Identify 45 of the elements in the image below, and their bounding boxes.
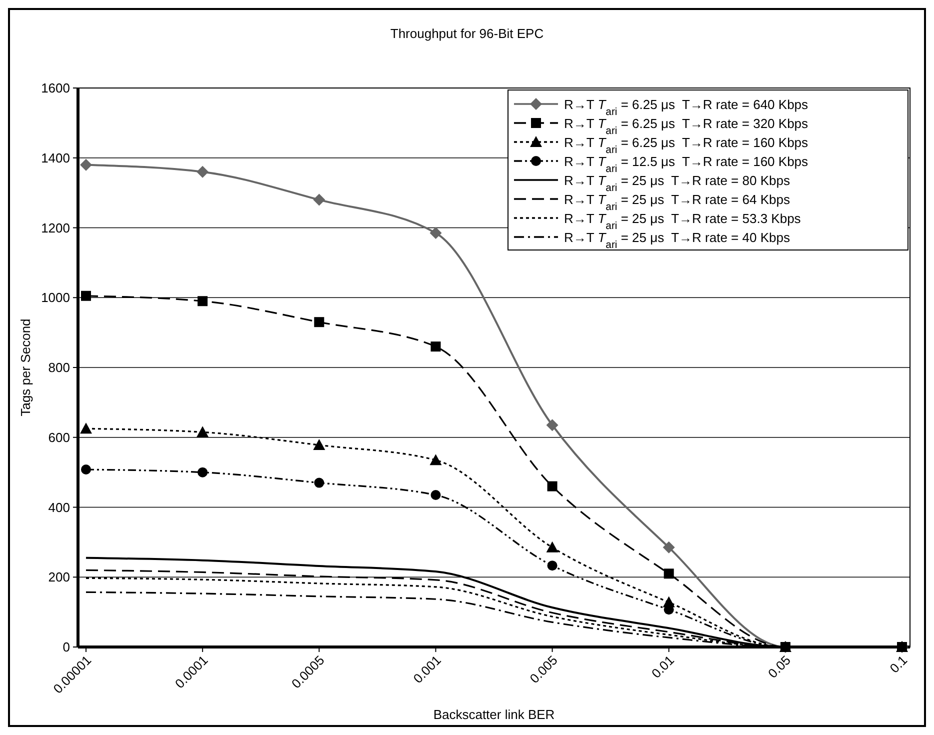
point bbox=[430, 226, 442, 239]
point bbox=[430, 454, 442, 466]
y-tick-label: 800 bbox=[48, 360, 70, 376]
x-tick-label: 0.1 bbox=[886, 652, 910, 676]
legend-label: R→T T$_{ari}$ = 6.25 μs T→R rate = 640 Kbps bbox=[564, 97, 809, 118]
legend-label: R→T T$_{ari}$ = 6.25 μs T→R rate = 320 Kbps bbox=[564, 116, 809, 136]
point bbox=[664, 568, 674, 579]
y-tick-label: 1000 bbox=[41, 290, 70, 306]
point bbox=[198, 467, 208, 478]
y-tick-label: 600 bbox=[48, 430, 70, 445]
legend-label: R→T T$_{ari}$ = 25 μs T→R rate = 40 Kbps bbox=[564, 230, 790, 250]
x-axis-title: Backscatter link BER bbox=[433, 707, 555, 722]
point bbox=[313, 194, 326, 206]
point bbox=[546, 419, 558, 432]
chart-title: Throughput for 96-Bit EPC bbox=[390, 26, 544, 41]
point bbox=[314, 478, 324, 488]
point bbox=[81, 290, 91, 301]
point bbox=[546, 541, 558, 552]
y-tick-label: 400 bbox=[48, 500, 70, 515]
legend-label: R→T T$_{ari}$ = 6.25 μs T→R rate = 160 Kbps bbox=[564, 135, 809, 156]
point bbox=[547, 481, 558, 492]
x-tick-label: 0.01 bbox=[648, 652, 677, 682]
point bbox=[547, 560, 558, 571]
legend-label: R→T T$_{ari}$ = 25 μs T→R rate = 53.3 Kbps bbox=[564, 211, 802, 232]
y-tick-label: 1600 bbox=[41, 80, 70, 96]
legend-label: R→T T$_{ari}$ = 12.5 μs T→R rate = 160 Kbps bbox=[564, 154, 809, 174]
y-tick-label: 200 bbox=[48, 570, 70, 585]
point bbox=[80, 422, 92, 434]
y-tick-label: 1200 bbox=[41, 220, 70, 236]
x-tick-label: 0.05 bbox=[765, 652, 794, 682]
point bbox=[313, 439, 326, 450]
point bbox=[314, 317, 324, 328]
y-tick-label: 0 bbox=[62, 640, 70, 655]
point bbox=[198, 296, 208, 306]
y-tick-label: 1400 bbox=[41, 150, 70, 166]
y-axis-title: Tags per Second bbox=[18, 318, 33, 416]
point bbox=[430, 342, 441, 352]
point bbox=[196, 426, 209, 438]
point bbox=[430, 490, 441, 500]
legend-label: R→T T$_{ari}$ = 25 μs T→R rate = 64 Kbps bbox=[564, 192, 790, 212]
legend-label: R→T T$_{ari}$ = 25 μs T→R rate = 80 Kbps bbox=[564, 173, 790, 194]
point bbox=[662, 541, 675, 554]
point bbox=[81, 464, 91, 475]
point bbox=[80, 158, 92, 171]
point bbox=[196, 166, 209, 178]
